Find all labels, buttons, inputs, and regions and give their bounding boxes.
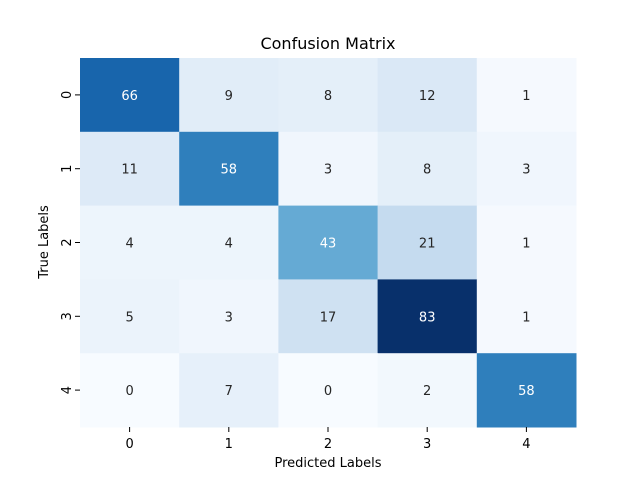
cell-value-label-r3-c0: 5 (125, 310, 133, 325)
y-tick-label-2: 2 (60, 238, 75, 246)
x-tick-label-2: 2 (324, 437, 332, 452)
heatmap-cell-r4-c3 (377, 353, 478, 428)
cell-value-label-r1-c0: 11 (121, 163, 138, 178)
cell-value-label-r2-c0: 4 (125, 237, 133, 252)
y-axis-ticks: 0 1 2 3 4 (60, 91, 80, 394)
y-tick-label-0: 0 (60, 91, 75, 99)
x-axis-ticks: 0 1 2 3 4 (125, 427, 531, 452)
y-tick-label-1: 1 (60, 165, 75, 173)
cell-value-label-r0-c0: 66 (121, 89, 138, 104)
heatmap-cell-r1-c3 (377, 131, 478, 207)
heatmap-cell-r3-c4 (476, 279, 577, 354)
heatmap-cell-r3-c1 (179, 279, 279, 354)
heatmap-cell-r1-c0 (80, 131, 180, 207)
cell-value-label-r1-c4: 3 (522, 163, 530, 178)
cell-value-label-r4-c4: 58 (518, 384, 535, 399)
heatmap-cell-labels: 66 9 8 12 111 58 3 8 34 4 43 21 15 3 17 83 10 7 0 2 58 (121, 89, 534, 399)
cell-value-label-r0-c4: 1 (522, 89, 530, 104)
chart-title: Confusion Matrix (260, 34, 395, 53)
cell-value-label-r3-c2: 17 (320, 310, 337, 325)
heatmap-cell-r3-c3 (377, 279, 478, 354)
cell-value-label-r0-c1: 9 (225, 89, 233, 104)
heatmap-cell-r4-c2 (278, 353, 379, 428)
cell-value-label-r4-c1: 7 (225, 384, 233, 399)
heatmap-cell-r3-c2 (278, 279, 379, 354)
heatmap-cell-r4-c0 (80, 353, 180, 428)
cell-value-label-r2-c4: 1 (522, 237, 530, 252)
heatmap-cell-r2-c4 (476, 205, 577, 280)
heatmap-cell-r0-c3 (377, 58, 478, 133)
heatmap-cell-r0-c2 (278, 58, 379, 133)
x-tick-label-4: 4 (522, 437, 530, 452)
cell-value-label-r3-c3: 83 (419, 310, 436, 325)
cell-value-label-r1-c1: 58 (221, 163, 238, 178)
heatmap-cell-r4-c1 (179, 353, 279, 428)
cell-value-label-r0-c3: 12 (419, 89, 436, 104)
x-tick-label-1: 1 (225, 437, 233, 452)
heatmap-cell-r0-c4 (476, 58, 577, 133)
cell-value-label-r1-c2: 3 (324, 163, 332, 178)
cell-value-label-r2-c3: 21 (419, 237, 436, 252)
cell-value-label-r1-c3: 8 (423, 163, 431, 178)
cell-value-label-r4-c2: 0 (324, 384, 332, 399)
heatmap-cell-r4-c4 (476, 353, 577, 428)
x-axis-label: Predicted Labels (274, 456, 381, 471)
heatmap-cell-r1-c1 (179, 131, 279, 207)
heatmap-cell-r0-c0 (80, 58, 180, 133)
heatmap-cell-r1-c2 (278, 131, 379, 207)
heatmap-cell-r2-c1 (179, 205, 279, 280)
y-tick-label-3: 3 (60, 312, 75, 320)
cell-value-label-r4-c3: 2 (423, 384, 431, 399)
x-tick-label-3: 3 (423, 437, 431, 452)
cell-value-label-r4-c0: 0 (125, 384, 133, 399)
x-tick-label-0: 0 (125, 437, 133, 452)
y-axis-label: True Labels (37, 205, 52, 280)
heatmap-cell-r2-c3 (377, 205, 478, 280)
cell-value-label-r3-c1: 3 (225, 310, 233, 325)
heatmap-cell-r1-c4 (476, 131, 577, 207)
heatmap-cell-r2-c2 (278, 205, 379, 280)
cell-value-label-r0-c2: 8 (324, 89, 332, 104)
heatmap-cell-r2-c0 (80, 205, 180, 280)
heatmap-cell-r0-c1 (179, 58, 279, 133)
heatmap-cells (80, 58, 577, 428)
cell-value-label-r2-c2: 43 (320, 237, 337, 252)
heatmap-cell-r3-c0 (80, 279, 180, 354)
y-tick-label-4: 4 (60, 386, 75, 394)
cell-value-label-r3-c4: 1 (522, 310, 530, 325)
cell-value-label-r2-c1: 4 (225, 237, 233, 252)
